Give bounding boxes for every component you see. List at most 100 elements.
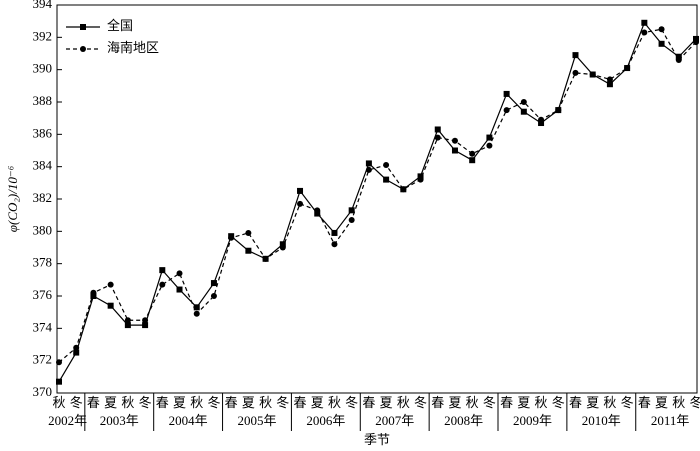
x-tick-label: 春 (500, 395, 513, 410)
x-tick-label: 秋 (52, 395, 65, 410)
point (417, 173, 424, 180)
group-label: 2003年 (100, 413, 139, 428)
x-tick-label: 冬 (483, 395, 496, 410)
legend-label: 海南地区 (107, 40, 159, 55)
x-tick-label: 夏 (242, 395, 255, 410)
x-tick-label: 秋 (397, 395, 410, 410)
x-tick-label: 秋 (535, 395, 548, 410)
point (56, 359, 62, 366)
point (297, 187, 304, 194)
point (520, 108, 527, 115)
x-tick-label: 冬 (689, 395, 700, 410)
x-tick-label: 秋 (672, 395, 685, 410)
point (73, 349, 80, 356)
x-tick-label: 春 (638, 395, 651, 410)
y-tick-label: 386 (33, 125, 53, 140)
point (90, 289, 97, 296)
point (331, 229, 338, 236)
point (572, 52, 579, 59)
group-label: 2007年 (375, 413, 414, 428)
y-tick-label: 392 (33, 28, 53, 43)
group-label: 2006年 (306, 413, 345, 428)
x-tick-label: 秋 (190, 395, 203, 410)
point (210, 293, 217, 299)
group-label: 2004年 (169, 413, 208, 428)
y-tick-label: 388 (33, 93, 53, 108)
point (245, 247, 252, 254)
x-tick-label: 冬 (70, 395, 83, 410)
point (606, 81, 613, 88)
x-tick-label: 春 (431, 395, 444, 410)
point (193, 304, 200, 311)
x-tick-label: 冬 (276, 395, 289, 410)
point (434, 134, 441, 141)
point (675, 53, 682, 60)
point (90, 293, 97, 299)
x-tick-label: 秋 (259, 395, 272, 410)
x-tick-label: 冬 (345, 395, 358, 410)
x-tick-label: 冬 (552, 395, 565, 410)
point (538, 116, 545, 123)
point (693, 39, 699, 46)
point (469, 150, 476, 157)
point (658, 40, 665, 47)
legend-marker (80, 24, 86, 30)
legend-marker (80, 46, 86, 52)
legend-label: 全国 (107, 18, 133, 33)
point (641, 29, 648, 36)
group-label: 2005年 (237, 413, 276, 428)
point (434, 126, 441, 133)
point (228, 234, 235, 241)
point (279, 244, 286, 251)
series-line (58, 28, 697, 363)
point (675, 56, 682, 63)
point (451, 147, 458, 154)
x-tick-label: 夏 (448, 395, 461, 410)
x-tick-label: 春 (225, 395, 238, 410)
x-tick-label: 夏 (655, 395, 668, 410)
x-axis-label: 季节 (364, 432, 390, 447)
x-tick-label: 秋 (603, 395, 616, 410)
x-tick-label: 春 (87, 395, 100, 410)
group-label: 2002年 (48, 413, 87, 428)
x-tick-label: 夏 (517, 395, 530, 410)
point (56, 378, 62, 385)
point (555, 107, 562, 114)
y-tick-label: 384 (33, 158, 53, 173)
point (314, 207, 321, 214)
point (107, 302, 114, 309)
point (193, 310, 200, 317)
group-label: 2010年 (582, 413, 621, 428)
point (641, 19, 648, 26)
x-tick-label: 春 (362, 395, 375, 410)
x-tick-label: 夏 (311, 395, 324, 410)
point (658, 26, 665, 33)
x-tick-label: 秋 (328, 395, 341, 410)
point (400, 186, 407, 193)
point (314, 210, 321, 217)
y-tick-label: 382 (33, 190, 53, 205)
point (142, 322, 149, 329)
point (365, 160, 372, 167)
y-axis-label: φ(CO₂)/10⁻⁶ (5, 165, 20, 232)
point (176, 286, 183, 293)
x-tick-label: 秋 (466, 395, 479, 410)
x-tick-label: 冬 (414, 395, 427, 410)
point (159, 267, 166, 274)
y-tick-label: 376 (33, 287, 53, 302)
point (383, 176, 390, 183)
group-label: 2011年 (651, 413, 690, 428)
point (486, 134, 493, 141)
point (624, 65, 631, 72)
point (159, 281, 166, 288)
x-tick-label: 夏 (104, 395, 117, 410)
x-tick-label: 春 (294, 395, 307, 410)
point (142, 317, 149, 324)
point (73, 344, 80, 351)
point (107, 281, 114, 288)
point (279, 241, 286, 248)
point (176, 270, 183, 277)
x-tick-label: 夏 (586, 395, 599, 410)
y-tick-label: 372 (33, 352, 53, 367)
